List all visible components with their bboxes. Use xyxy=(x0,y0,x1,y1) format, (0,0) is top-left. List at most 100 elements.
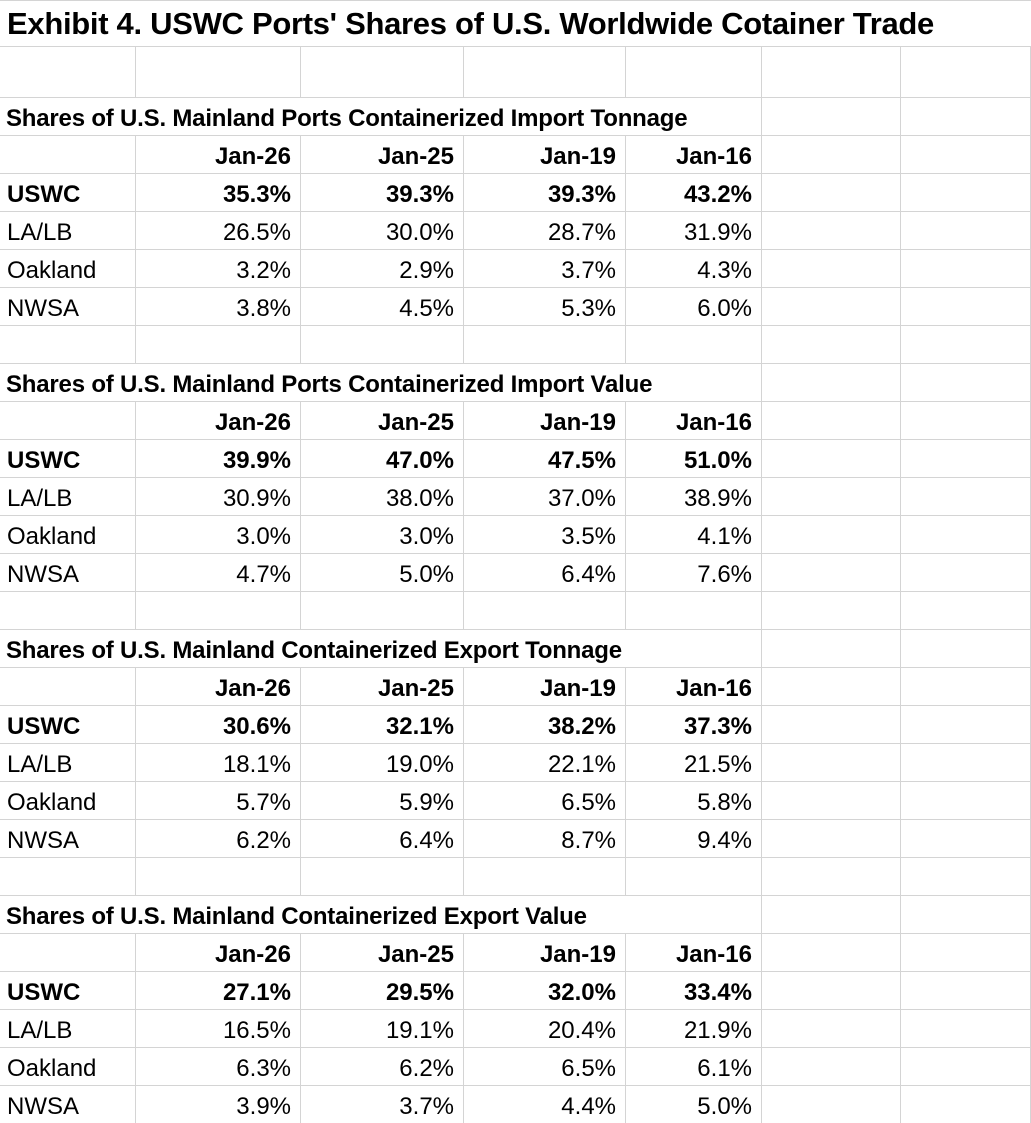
value-cell: 31.9% xyxy=(626,212,762,250)
column-header: Jan-16 xyxy=(626,668,762,706)
empty-cell xyxy=(901,402,1031,440)
empty-cell xyxy=(762,592,901,630)
empty-cell xyxy=(901,744,1031,782)
data-row: LA/LB 26.5% 30.0% 28.7% 31.9% xyxy=(0,212,1031,250)
value-cell: 6.2% xyxy=(301,1048,464,1086)
empty-cell xyxy=(136,858,301,896)
empty-cell xyxy=(0,934,136,972)
data-row: LA/LB 18.1% 19.0% 22.1% 21.5% xyxy=(0,744,1031,782)
empty-cell xyxy=(626,47,762,98)
empty-cell xyxy=(464,47,626,98)
column-header: Jan-25 xyxy=(301,136,464,174)
empty-cell xyxy=(626,592,762,630)
row-label: USWC xyxy=(0,174,136,212)
spacer-row xyxy=(0,592,1031,630)
column-header: Jan-25 xyxy=(301,402,464,440)
value-cell: 3.9% xyxy=(136,1086,301,1123)
empty-cell xyxy=(0,47,136,98)
column-header: Jan-26 xyxy=(136,668,301,706)
empty-cell xyxy=(136,326,301,364)
value-cell: 3.7% xyxy=(464,250,626,288)
empty-cell xyxy=(762,440,901,478)
empty-cell xyxy=(901,820,1031,858)
data-row: LA/LB 30.9% 38.0% 37.0% 38.9% xyxy=(0,478,1031,516)
empty-cell xyxy=(901,516,1031,554)
value-cell: 38.0% xyxy=(301,478,464,516)
value-cell: 37.0% xyxy=(464,478,626,516)
empty-cell xyxy=(901,250,1031,288)
empty-cell xyxy=(626,858,762,896)
row-label: USWC xyxy=(0,972,136,1010)
value-cell: 3.2% xyxy=(136,250,301,288)
section-heading: Shares of U.S. Mainland Containerized Ex… xyxy=(0,896,762,934)
value-cell: 6.4% xyxy=(301,820,464,858)
data-row: USWC 27.1% 29.5% 32.0% 33.4% xyxy=(0,972,1031,1010)
value-cell: 5.0% xyxy=(301,554,464,592)
empty-cell xyxy=(762,98,901,136)
empty-cell xyxy=(762,136,901,174)
value-cell: 47.5% xyxy=(464,440,626,478)
value-cell: 27.1% xyxy=(136,972,301,1010)
row-label: LA/LB xyxy=(0,744,136,782)
empty-cell xyxy=(762,934,901,972)
value-cell: 28.7% xyxy=(464,212,626,250)
value-cell: 6.2% xyxy=(136,820,301,858)
row-label: NWSA xyxy=(0,1086,136,1123)
empty-cell xyxy=(901,706,1031,744)
empty-cell xyxy=(0,668,136,706)
value-cell: 21.5% xyxy=(626,744,762,782)
column-header: Jan-16 xyxy=(626,136,762,174)
value-cell: 5.3% xyxy=(464,288,626,326)
empty-cell xyxy=(901,782,1031,820)
data-row: USWC 35.3% 39.3% 39.3% 43.2% xyxy=(0,174,1031,212)
empty-cell xyxy=(901,440,1031,478)
value-cell: 21.9% xyxy=(626,1010,762,1048)
empty-cell xyxy=(762,554,901,592)
empty-cell xyxy=(901,364,1031,402)
empty-cell xyxy=(0,136,136,174)
value-cell: 22.1% xyxy=(464,744,626,782)
value-cell: 39.3% xyxy=(301,174,464,212)
value-cell: 26.5% xyxy=(136,212,301,250)
data-row: Oakland 3.0% 3.0% 3.5% 4.1% xyxy=(0,516,1031,554)
empty-cell xyxy=(901,1010,1031,1048)
empty-cell xyxy=(762,858,901,896)
empty-cell xyxy=(901,288,1031,326)
value-cell: 4.7% xyxy=(136,554,301,592)
empty-cell xyxy=(762,782,901,820)
row-label: USWC xyxy=(0,440,136,478)
value-cell: 19.1% xyxy=(301,1010,464,1048)
data-row: Oakland 5.7% 5.9% 6.5% 5.8% xyxy=(0,782,1031,820)
column-header-row: Jan-26 Jan-25 Jan-19 Jan-16 xyxy=(0,934,1031,972)
empty-cell xyxy=(762,630,901,668)
empty-cell xyxy=(762,174,901,212)
value-cell: 6.5% xyxy=(464,782,626,820)
empty-cell xyxy=(762,1048,901,1086)
column-header: Jan-16 xyxy=(626,402,762,440)
empty-cell xyxy=(762,212,901,250)
value-cell: 5.7% xyxy=(136,782,301,820)
empty-cell xyxy=(901,668,1031,706)
exhibit-title: Exhibit 4. USWC Ports' Shares of U.S. Wo… xyxy=(0,1,1031,47)
empty-cell xyxy=(762,896,901,934)
value-cell: 5.0% xyxy=(626,1086,762,1123)
spacer-row xyxy=(0,326,1031,364)
empty-cell xyxy=(901,174,1031,212)
row-label: Oakland xyxy=(0,782,136,820)
empty-cell xyxy=(301,326,464,364)
value-cell: 32.0% xyxy=(464,972,626,1010)
value-cell: 2.9% xyxy=(301,250,464,288)
value-cell: 8.7% xyxy=(464,820,626,858)
empty-cell xyxy=(762,288,901,326)
empty-cell xyxy=(762,326,901,364)
column-header-row: Jan-26 Jan-25 Jan-19 Jan-16 xyxy=(0,402,1031,440)
value-cell: 6.5% xyxy=(464,1048,626,1086)
empty-cell xyxy=(901,630,1031,668)
empty-cell xyxy=(762,668,901,706)
empty-cell xyxy=(762,516,901,554)
empty-cell xyxy=(901,554,1031,592)
empty-cell xyxy=(301,47,464,98)
column-header: Jan-19 xyxy=(464,402,626,440)
value-cell: 4.5% xyxy=(301,288,464,326)
empty-cell xyxy=(0,592,136,630)
